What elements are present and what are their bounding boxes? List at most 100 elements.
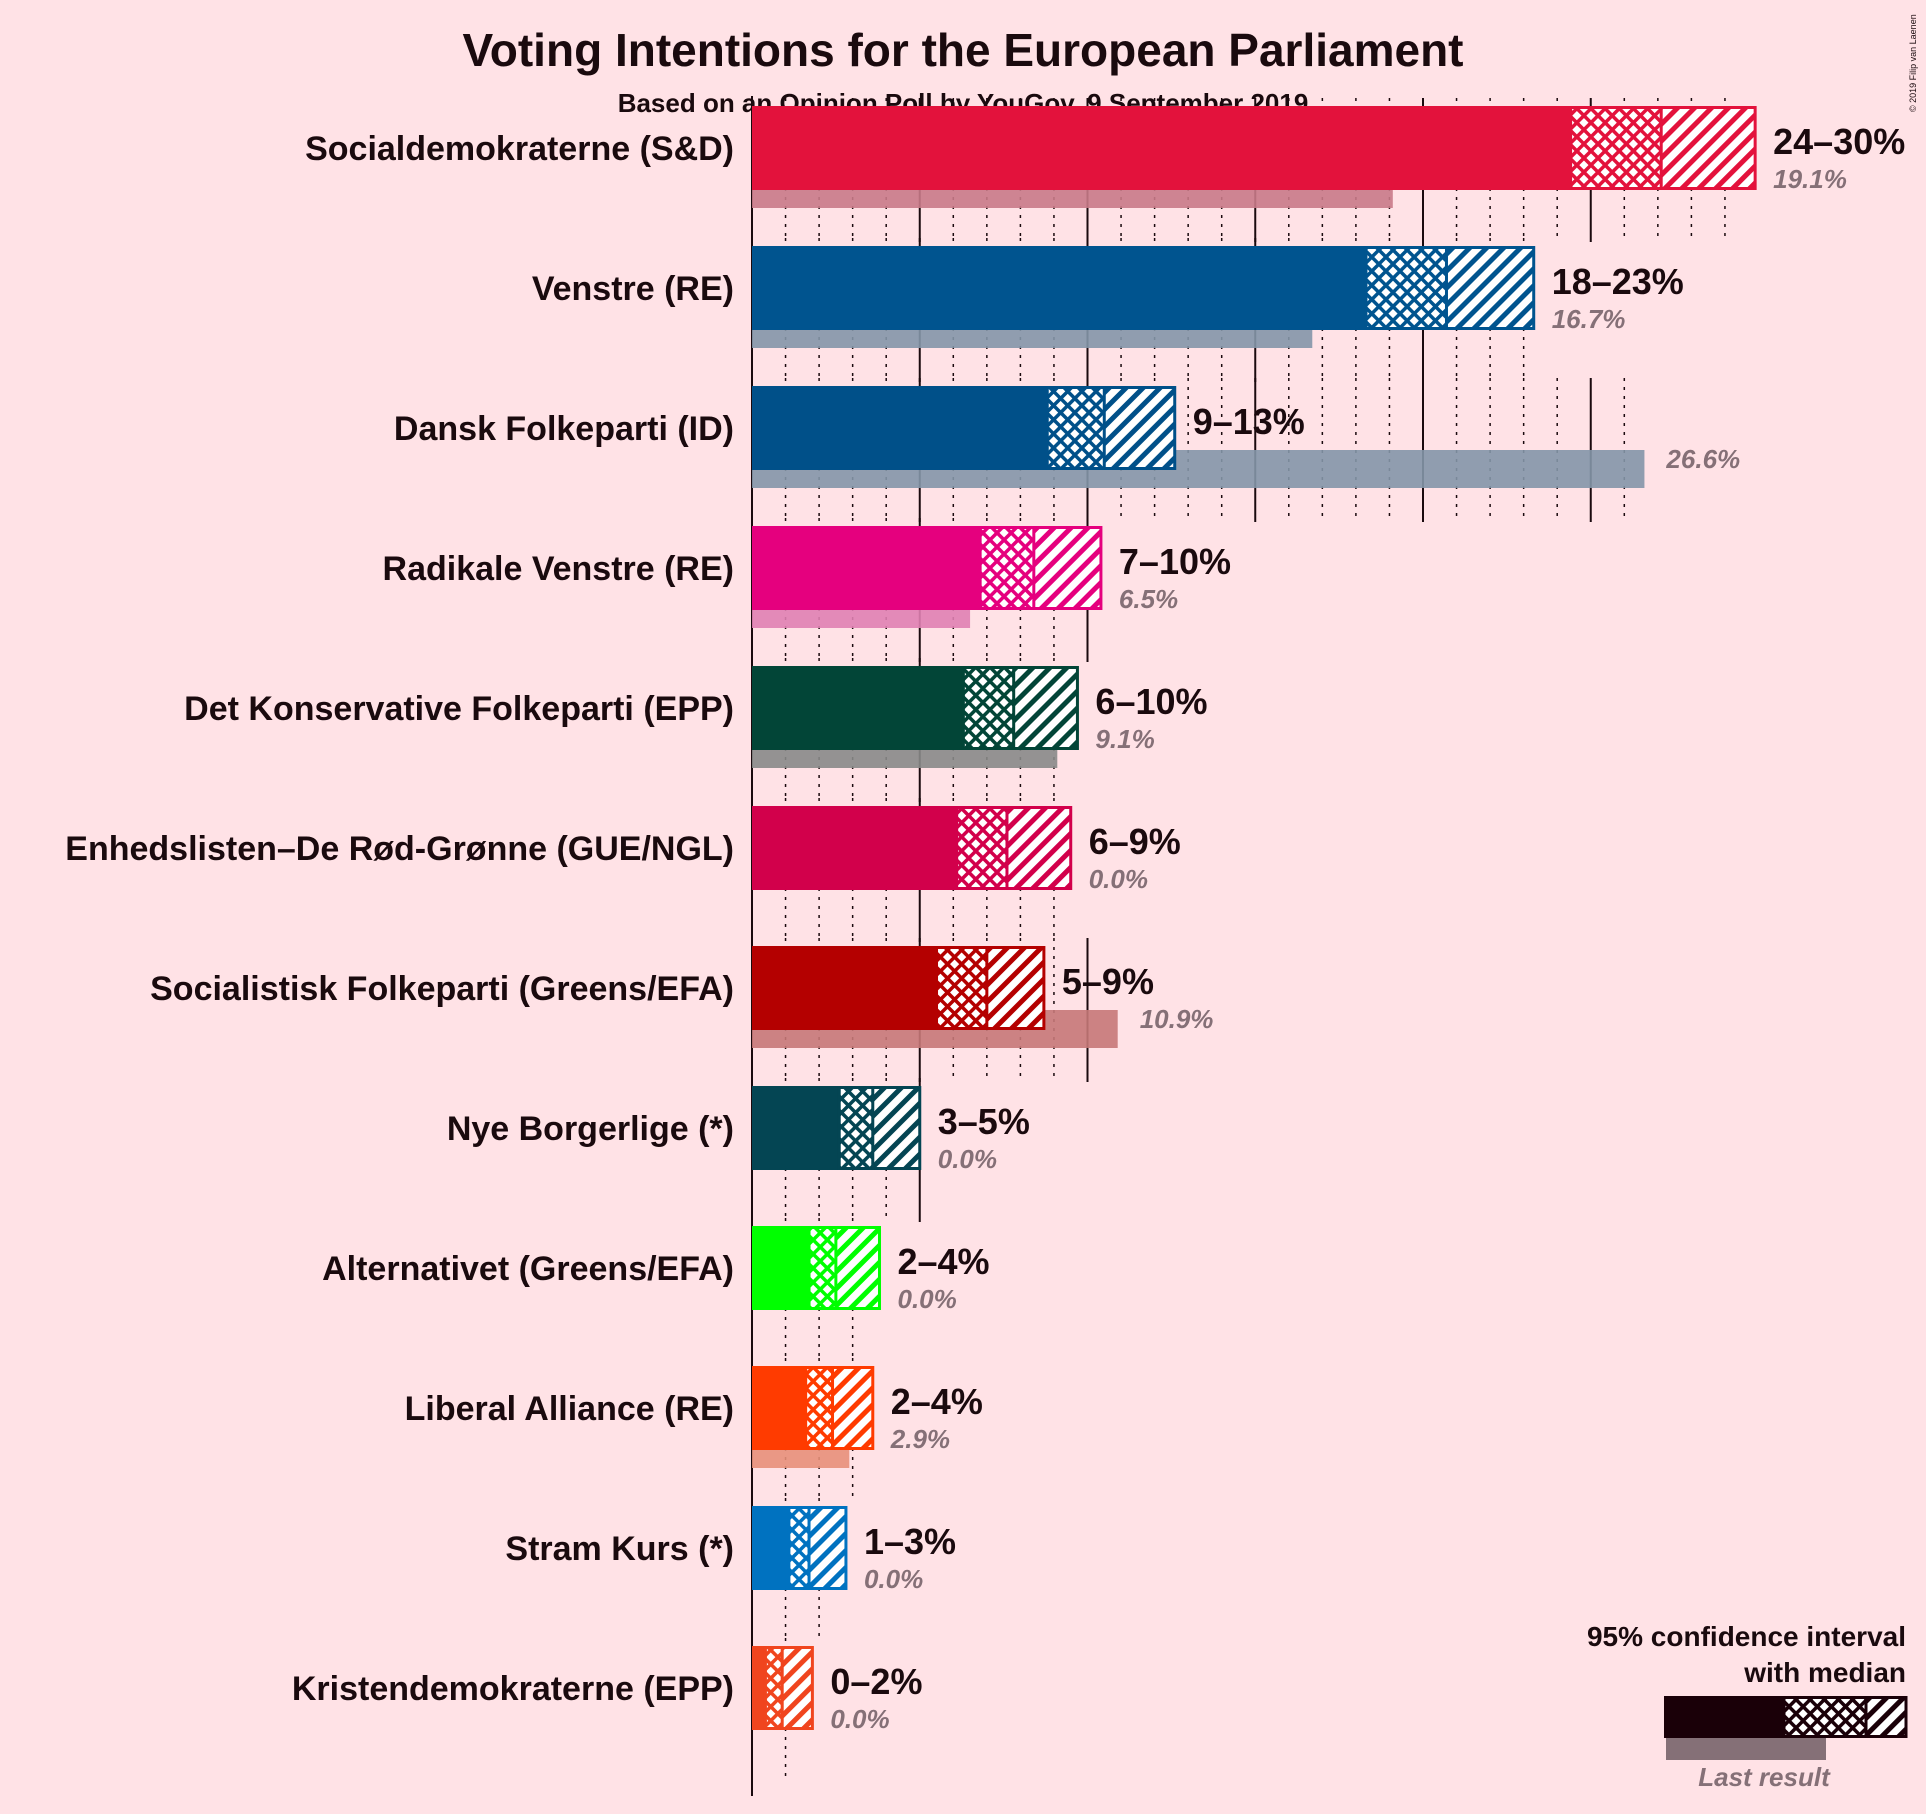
bar-solid — [752, 246, 1366, 330]
party-row: Stram Kurs (*) 1–3%0.0% — [505, 1506, 956, 1594]
party-label: Nye Borgerlige (*) — [447, 1110, 734, 1148]
bar-ci-upper — [832, 1366, 873, 1450]
range-label: 0–2% — [830, 1661, 922, 1702]
bar-ci-outline — [1569, 106, 1757, 190]
legend-last-result-label: Last result — [1698, 1762, 1831, 1792]
range-label: 2–4% — [891, 1381, 983, 1422]
last-result-label: 9.1% — [1095, 724, 1154, 754]
bar-ci-outline — [804, 1366, 875, 1450]
party-label: Radikale Venstre (RE) — [383, 550, 734, 588]
bar-ci-outline — [955, 806, 1073, 890]
legend-ci-outline — [1782, 1696, 1908, 1738]
bar-ci-upper — [835, 1226, 880, 1310]
party-row: Enhedslisten–De Rød-Grønne (GUE/NGL) 6–9%… — [65, 806, 1181, 894]
range-label: 6–9% — [1089, 821, 1181, 862]
bar-solid — [752, 1086, 840, 1170]
bar-ci-outline — [978, 526, 1103, 610]
legend-solid — [1664, 1696, 1784, 1738]
last-result-label: 19.1% — [1773, 164, 1847, 194]
bar-ci-upper — [782, 1646, 813, 1730]
bar-ci-upper — [872, 1086, 920, 1170]
bar-ci-outline — [935, 946, 1046, 1030]
bar-solid — [752, 1646, 766, 1730]
last-result-label: 10.9% — [1140, 1004, 1214, 1034]
bar-solid — [752, 946, 937, 1030]
bar-ci-lower — [956, 806, 1007, 890]
party-row: Socialistisk Folkeparti (Greens/EFA) 5–9%… — [150, 946, 1213, 1048]
range-label: 5–9% — [1062, 961, 1154, 1002]
legend-median-label: with median — [1743, 1657, 1906, 1688]
bar-solid — [752, 386, 1048, 470]
bar-ci-upper — [809, 1506, 846, 1590]
legend-last-result-bar — [1666, 1738, 1826, 1760]
bar-ci-outline — [787, 1506, 848, 1590]
range-label: 18–23% — [1552, 261, 1684, 302]
range-label: 3–5% — [938, 1101, 1030, 1142]
range-label: 24–30% — [1773, 121, 1905, 162]
bar-solid — [752, 1366, 806, 1450]
bar-ci-upper — [1013, 666, 1078, 750]
bar-ci-outline — [961, 666, 1079, 750]
range-label: 7–10% — [1119, 541, 1231, 582]
party-row: Alternativet (Greens/EFA) 2–4%0.0% — [322, 1226, 990, 1314]
party-label: Dansk Folkeparti (ID) — [394, 410, 734, 448]
bar-ci-upper — [1006, 806, 1071, 890]
party-label: Det Konservative Folkeparti (EPP) — [184, 690, 734, 728]
bar-ci-lower — [805, 1366, 833, 1450]
bar-ci-lower — [1047, 386, 1105, 470]
party-row: Socialdemokraterne (S&D) 24–30%19.1% — [305, 106, 1905, 208]
bar-ci-outline — [807, 1226, 881, 1310]
range-label: 9–13% — [1193, 401, 1305, 442]
party-label: Enhedslisten–De Rød-Grønne (GUE/NGL) — [65, 830, 734, 868]
bar-solid — [752, 1226, 810, 1310]
range-label: 2–4% — [897, 1241, 989, 1282]
party-label: Venstre (RE) — [532, 270, 734, 308]
party-row: Radikale Venstre (RE) 7–10%6.5% — [383, 526, 1231, 628]
bar-solid — [752, 666, 964, 750]
last-result-label: 0.0% — [1089, 864, 1148, 894]
range-label: 6–10% — [1095, 681, 1207, 722]
party-row: Kristendemokraterne (EPP) 0–2%0.0% — [292, 1646, 922, 1734]
last-result-label: 0.0% — [938, 1144, 997, 1174]
legend-ci-label: 95% confidence interval — [1587, 1621, 1906, 1652]
party-row: Liberal Alliance (RE) 2–4%2.9% — [405, 1366, 983, 1468]
party-label: Stram Kurs (*) — [505, 1530, 734, 1568]
bar-ci-upper — [1033, 526, 1101, 610]
bar-solid — [752, 1506, 789, 1590]
bar-ci-lower — [788, 1506, 810, 1590]
bar-ci-outline — [837, 1086, 922, 1170]
bar-ci-lower — [980, 526, 1034, 610]
chart-title: Voting Intentions for the European Parli… — [463, 24, 1464, 76]
last-result-label: 0.0% — [864, 1564, 923, 1594]
bar-ci-lower — [839, 1086, 873, 1170]
bar-ci-upper — [1104, 386, 1175, 470]
party-row: Venstre (RE) 18–23%16.7% — [532, 246, 1684, 348]
legend-ci-lower — [1784, 1696, 1866, 1738]
bar-ci-upper — [1446, 246, 1534, 330]
last-result-label: 26.6% — [1665, 444, 1740, 474]
party-label: Alternativet (Greens/EFA) — [322, 1250, 734, 1288]
legend-ci-upper — [1866, 1696, 1906, 1738]
bar-solid — [752, 106, 1571, 190]
bar-ci-lower — [936, 946, 987, 1030]
party-label: Liberal Alliance (RE) — [405, 1390, 734, 1428]
last-result-label: 0.0% — [897, 1284, 956, 1314]
party-label: Socialdemokraterne (S&D) — [305, 130, 734, 168]
bar-ci-lower — [963, 666, 1014, 750]
bar-ci-outline — [1045, 386, 1177, 470]
bars-group: Socialdemokraterne (S&D) 24–30%19.1% Venst… — [65, 96, 1905, 1796]
last-result-label: 2.9% — [890, 1424, 950, 1454]
bar-ci-lower — [765, 1646, 783, 1730]
bar-ci-upper — [1661, 106, 1756, 190]
last-result-label: 0.0% — [830, 1704, 889, 1734]
party-row: Dansk Folkeparti (ID) 9–13% 26.6% — [394, 386, 1740, 488]
party-label: Kristendemokraterne (EPP) — [292, 1670, 734, 1708]
party-row: Nye Borgerlige (*) 3–5%0.0% — [447, 1086, 1030, 1174]
bar-ci-lower — [809, 1226, 836, 1310]
last-result-label: 16.7% — [1552, 304, 1626, 334]
party-row: Det Konservative Folkeparti (EPP) 6–10%9.… — [184, 666, 1208, 768]
bar-ci-lower — [1365, 246, 1447, 330]
bar-ci-upper — [986, 946, 1044, 1030]
party-label: Socialistisk Folkeparti (Greens/EFA) — [150, 970, 734, 1008]
